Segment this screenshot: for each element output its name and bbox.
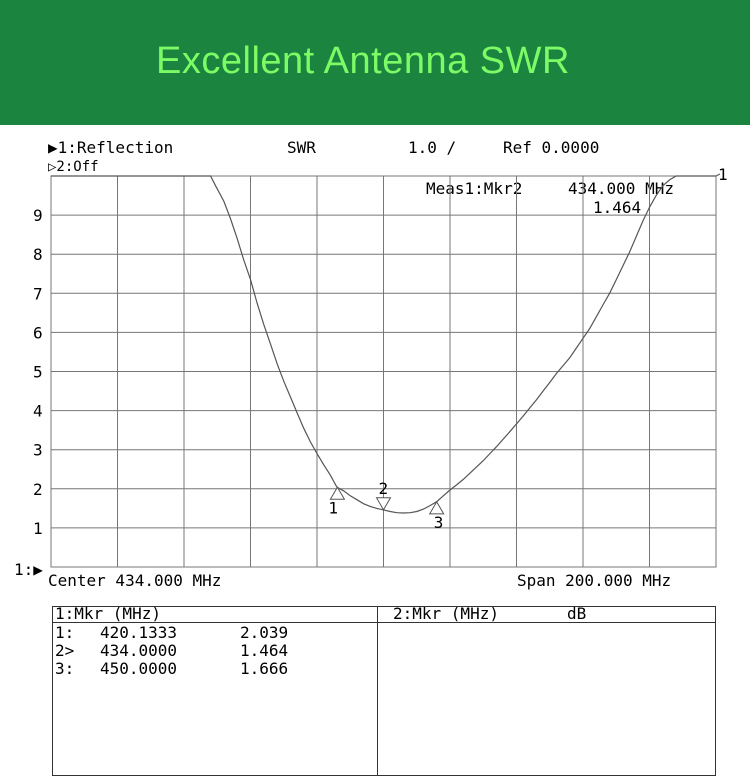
y-tick-label: 3: [33, 441, 43, 460]
marker-3-label: 3: [434, 513, 444, 532]
span-frequency: Span 200.000 MHz: [517, 571, 672, 590]
center-frequency: Center 434.000 MHz: [48, 571, 222, 590]
measurement-value: 1.464: [593, 198, 642, 217]
marker-frequency: 420.1333: [100, 623, 178, 642]
trace2-label: ▷2:Off: [48, 159, 99, 175]
y-axis-ticks: 1 2 3 4 5 6 7 8 9: [33, 206, 43, 538]
y-tick-label: 2: [33, 480, 43, 499]
marker-value: 1.464: [240, 641, 289, 660]
marker-3-triangle: [428, 500, 445, 515]
y-tick-label: 7: [33, 284, 43, 303]
reference-position-marker: 1:▶: [14, 560, 43, 579]
y-tick-label: 9: [33, 206, 43, 225]
table-divider: [377, 606, 378, 776]
y-tick-label: 4: [33, 402, 43, 421]
banner-title: Excellent Antenna SWR: [156, 40, 570, 82]
marker-1-label: 1: [328, 498, 338, 517]
marker-frequency: 450.0000: [100, 659, 178, 678]
marker-table-right-unit: dB: [567, 604, 587, 623]
reference-label: Ref 0.0000: [503, 138, 600, 157]
scale-label: 1.0 /: [408, 138, 457, 157]
marker-value: 2.039: [240, 623, 289, 642]
marker-id: 2>: [55, 641, 75, 660]
swr-trace-line: [51, 175, 716, 514]
table-header-divider: [52, 622, 716, 623]
measurement-frequency: 434.000 MHz: [568, 179, 674, 198]
title-banner: Excellent Antenna SWR: [0, 0, 750, 125]
trace-end-label: 1: [718, 165, 728, 184]
y-tick-label: 8: [33, 245, 43, 264]
markers: 1 2 3: [328, 479, 445, 532]
trace-end-leader: [715, 173, 721, 177]
marker-table-left-header: 1:Mkr (MHz): [55, 604, 161, 623]
swr-trace: [51, 173, 721, 514]
y-tick-label: 6: [33, 323, 43, 342]
marker-1-triangle: [329, 486, 346, 500]
y-tick-label: 1: [33, 519, 43, 538]
y-tick-label: 5: [33, 363, 43, 382]
marker-2-triangle: [375, 497, 392, 511]
marker-table: [52, 606, 716, 776]
trace1-label: ▶1:Reflection: [48, 138, 174, 157]
marker-table-right-header: 2:Mkr (MHz): [393, 604, 499, 623]
marker-value: 1.666: [240, 659, 289, 678]
format-label: SWR: [287, 138, 316, 157]
marker-2-label: 2: [379, 479, 389, 498]
marker-id: 1:: [55, 623, 75, 642]
marker-frequency: 434.0000: [100, 641, 178, 660]
marker-id: 3:: [55, 659, 75, 678]
grid: [50, 175, 717, 568]
